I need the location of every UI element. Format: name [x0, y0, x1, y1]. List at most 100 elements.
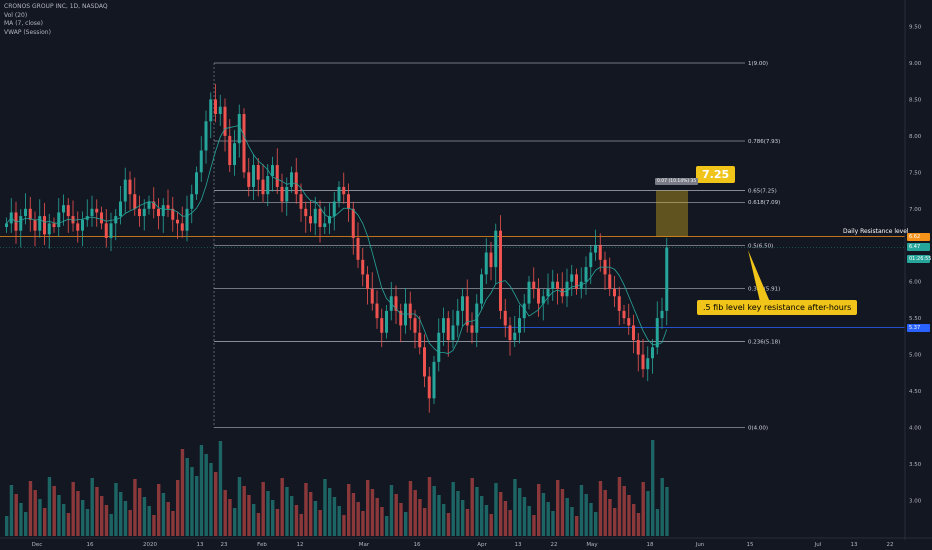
volume-bar: [665, 487, 669, 536]
price-axis: 9.509.008.508.007.507.006.506.005.505.00…: [904, 0, 922, 540]
annotation-callout[interactable]: .5 fib level key resistance after-hours: [697, 300, 858, 315]
volume-bar: [598, 481, 603, 536]
volume-bar: [275, 509, 280, 536]
candle-body: [166, 205, 170, 209]
volume-bar: [537, 484, 541, 536]
candle-body: [608, 274, 612, 289]
volume-bar: [157, 484, 161, 536]
target-price-tag[interactable]: 7.25: [696, 166, 736, 183]
volume-bar: [180, 449, 185, 536]
volume-bar: [408, 481, 413, 536]
candle-body: [408, 303, 412, 319]
candle-body: [337, 186, 341, 202]
candle-body: [508, 325, 512, 341]
candle-body: [584, 267, 588, 282]
time-axis-label: 22: [551, 542, 558, 548]
volume-bar: [461, 500, 465, 536]
volume-bar: [271, 500, 275, 536]
time-axis-label: 22: [887, 542, 894, 548]
volume-bar: [356, 502, 360, 536]
candle-body: [318, 208, 322, 228]
price-axis-label: 5.50: [909, 316, 922, 322]
candle-body: [66, 205, 70, 217]
candle-body: [252, 165, 255, 187]
candle-body: [152, 201, 156, 209]
candle-body: [518, 318, 521, 333]
volume-bar: [347, 484, 351, 536]
candle-body: [461, 296, 464, 311]
volume-bar: [290, 496, 294, 536]
candle-body: [527, 281, 531, 304]
volume-bar: [123, 501, 128, 536]
candle-body: [142, 208, 146, 217]
callout-pointer: [748, 250, 770, 302]
candle-body: [641, 354, 645, 370]
time-axis-label: Apr: [477, 542, 487, 548]
volume-bar: [655, 509, 660, 536]
volume-bar: [209, 463, 213, 536]
candle-body: [456, 310, 460, 326]
volume-bar: [470, 478, 474, 536]
volume-bar: [480, 496, 484, 536]
candle-body: [423, 347, 426, 377]
volume-bar: [366, 480, 370, 536]
candle-body: [627, 318, 631, 326]
volume-bar: [304, 483, 308, 536]
price-axis-label: 6.00: [909, 280, 922, 286]
volume-bar: [218, 441, 223, 536]
volume-bar: [57, 495, 61, 536]
volume-bar: [81, 500, 85, 536]
volume-bar: [252, 504, 256, 536]
candle-body: [256, 165, 260, 180]
candle-body: [275, 165, 279, 187]
legend-ma[interactable]: MA (7, close): [4, 20, 43, 27]
candle-body: [522, 303, 526, 319]
volume-bar: [142, 497, 147, 536]
volume-bar: [328, 488, 332, 536]
volume-bar: [332, 497, 337, 536]
volume-bar: [632, 504, 636, 536]
volume-bar: [5, 516, 9, 536]
candle-body: [380, 318, 384, 333]
candle-body: [413, 318, 417, 333]
legend-symbol[interactable]: CRONOS GROUP INC, 1D, NASDAQ: [4, 3, 108, 10]
candle-body: [62, 205, 65, 213]
price-axis-label: 9.00: [909, 61, 922, 67]
candle-body: [218, 106, 222, 115]
volume-bar: [608, 499, 612, 536]
price-axis-label: 4.50: [909, 389, 922, 395]
volume-bar: [551, 511, 555, 536]
candle-body: [351, 208, 355, 238]
volume-bar: [24, 512, 28, 536]
candle-body: [347, 194, 350, 209]
candle-body: [570, 274, 574, 282]
candle-body: [33, 219, 37, 231]
volume-bar: [351, 493, 356, 536]
candle-body: [537, 288, 540, 304]
volume-bar: [9, 485, 14, 536]
candle-body: [214, 99, 217, 115]
candle-body: [266, 175, 270, 195]
candle-body: [228, 135, 232, 166]
candle-body: [161, 205, 165, 217]
time-axis-label: Mar: [359, 542, 370, 548]
volume-bar: [423, 508, 427, 536]
volume-bar: [204, 454, 208, 536]
candle-body: [157, 208, 160, 217]
volume-bar: [589, 503, 593, 536]
legend-vwap[interactable]: VWAP (Session): [4, 28, 51, 36]
time-axis: Dec 16 2020 13 23 Feb 12 Mar 16 Apr 13 22 May 18 Jun 15…: [0, 537, 932, 548]
volume-bar: [541, 493, 546, 536]
legend-volume[interactable]: Vol (20): [4, 11, 28, 19]
candle-body: [366, 274, 369, 289]
candle-body: [560, 288, 564, 297]
volume-bar: [85, 509, 90, 536]
volume-bar: [651, 440, 655, 536]
fib-level-label: 0.618(7.09): [748, 200, 780, 206]
candle-body: [370, 288, 374, 304]
candle-body: [38, 216, 42, 231]
candle-body: [655, 318, 659, 348]
fib-level-label: 0.236(5.18): [748, 339, 780, 345]
time-axis-label: Jun: [695, 542, 705, 548]
